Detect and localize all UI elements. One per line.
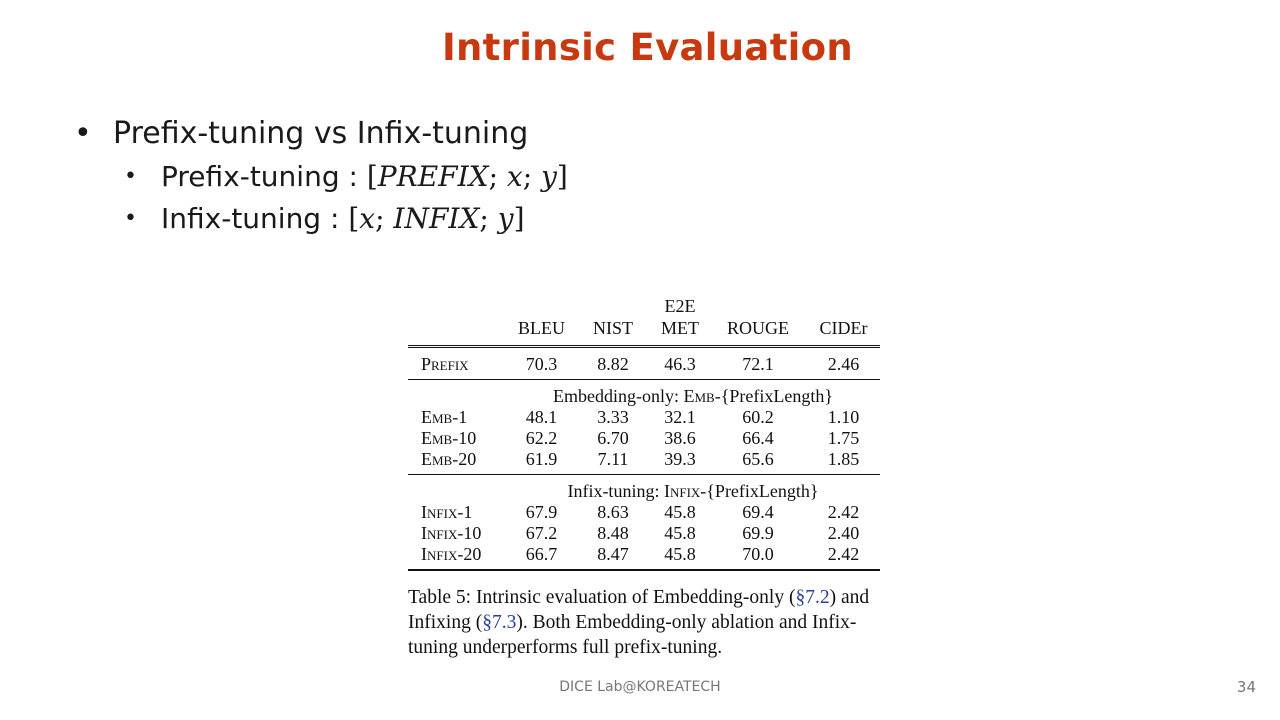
column-header: BLEU xyxy=(518,318,565,338)
table-cell: 65.6 xyxy=(742,449,774,469)
bullet-main-text: Prefix-tuning vs Infix-tuning xyxy=(113,116,529,151)
table-row: Emb-1 48.1 3.33 32.1 60.2 1.10 xyxy=(408,407,880,428)
slide-footer: DICE Lab@KOREATECH xyxy=(559,679,721,695)
section-reference-link[interactable]: §7.3 xyxy=(482,612,517,633)
bullet-prefix-label: Prefix-tuning : xyxy=(161,160,367,193)
row-label: Emb-20 xyxy=(421,449,477,469)
table-header-row: BLEU NIST MET ROUGE CIDEr xyxy=(408,317,880,339)
slide-title: Intrinsic Evaluation xyxy=(441,26,854,69)
table-cell: 32.1 xyxy=(664,407,696,427)
table-cell: 2.42 xyxy=(827,502,860,522)
table-cell: 2.46 xyxy=(827,354,860,374)
table-cell: 38.6 xyxy=(664,428,696,448)
bullet-infix: • Infix-tuning : [x; INFIX; y] xyxy=(74,198,568,240)
table-row: Infix-20 66.7 8.47 45.8 70.0 2.42 xyxy=(408,544,880,565)
formula-token: PREFIX xyxy=(377,160,489,193)
table-cell: 1.10 xyxy=(827,407,860,427)
table-cell: 69.4 xyxy=(742,502,774,522)
table-caption: Table 5: Intrinsic evaluation of Embeddi… xyxy=(408,587,870,658)
table-cell: 69.9 xyxy=(742,523,774,543)
prefix-formula: [PREFIX; x; y] xyxy=(366,160,568,193)
table-row: Infix-10 67.2 8.48 45.8 69.9 2.40 xyxy=(408,523,880,544)
table-cell: 70.3 xyxy=(525,354,558,374)
formula-token: x xyxy=(506,160,523,193)
row-label: Emb-1 xyxy=(421,407,468,427)
table-cell: 2.40 xyxy=(827,523,860,543)
table-cell: 8.82 xyxy=(597,354,629,374)
results-table: E2E BLEU NIST MET ROUGE CIDEr Prefix 70.… xyxy=(408,295,880,571)
table-cell: 67.9 xyxy=(525,502,558,522)
table-rule xyxy=(408,565,880,571)
formula-token: x xyxy=(359,202,376,235)
table-cell: 1.85 xyxy=(827,449,860,469)
table-row: Emb-10 62.2 6.70 38.6 66.4 1.75 xyxy=(408,428,880,449)
row-label: Infix-10 xyxy=(421,523,482,543)
table-cell: 8.48 xyxy=(597,523,629,543)
table-row: Infix-1 67.9 8.63 45.8 69.4 2.42 xyxy=(408,502,880,523)
column-header: NIST xyxy=(593,318,633,338)
table-cell: 62.2 xyxy=(525,428,558,448)
table-cell: 60.2 xyxy=(742,407,774,427)
table-cell: 6.70 xyxy=(597,428,629,448)
table-rule xyxy=(408,470,880,475)
bullet-prefix: • Prefix-tuning : [PREFIX; x; y] xyxy=(74,156,568,198)
column-header: MET xyxy=(661,318,699,338)
table-cell: 8.63 xyxy=(597,502,629,522)
table-cell: 1.75 xyxy=(827,428,860,448)
table-cell: 45.8 xyxy=(664,523,696,543)
table-cell: 70.0 xyxy=(742,544,774,564)
formula-token: y xyxy=(541,160,557,193)
formula-token: INFIX xyxy=(393,202,480,235)
section-title: Embedding-only: Emb-{PrefixLength} xyxy=(553,386,833,406)
table-row: Emb-20 61.9 7.11 39.3 65.6 1.85 xyxy=(408,449,880,470)
table-cell: 45.8 xyxy=(664,502,696,522)
table-rule xyxy=(408,339,880,348)
section-title-row: Infix-tuning: Infix-{PrefixLength} xyxy=(408,481,880,502)
table-cell: 46.3 xyxy=(664,354,696,374)
table-cell: 45.8 xyxy=(664,544,696,564)
table-group-header-row: E2E xyxy=(408,295,880,317)
table-row: Prefix 70.3 8.82 46.3 72.1 2.46 xyxy=(408,354,880,375)
results-table-figure: E2E BLEU NIST MET ROUGE CIDEr Prefix 70.… xyxy=(408,295,880,660)
table-cell: 2.42 xyxy=(827,544,860,564)
page-number: 34 xyxy=(1236,678,1256,696)
bullet-dot-icon: • xyxy=(124,164,137,189)
table-cell: 66.7 xyxy=(525,544,558,564)
column-header: ROUGE xyxy=(727,318,789,338)
table-cell: 8.47 xyxy=(597,544,629,564)
table-cell: 66.4 xyxy=(742,428,774,448)
table-cell: 48.1 xyxy=(525,407,558,427)
row-label: Infix-20 xyxy=(421,544,482,564)
group-header: E2E xyxy=(664,296,696,316)
row-label: Prefix xyxy=(421,354,469,374)
bullet-infix-label: Infix-tuning : xyxy=(161,202,349,235)
bullet-list: • Prefix-tuning vs Infix-tuning • Prefix… xyxy=(74,112,568,240)
table-cell: 67.2 xyxy=(525,523,558,543)
bullet-dot-icon: • xyxy=(74,116,92,151)
table-cell: 72.1 xyxy=(742,354,774,374)
bullet-main: • Prefix-tuning vs Infix-tuning xyxy=(74,112,568,156)
table-cell: 61.9 xyxy=(525,449,558,469)
table-cell: 39.3 xyxy=(664,449,696,469)
section-reference-link[interactable]: §7.2 xyxy=(795,587,830,608)
section-title-row: Embedding-only: Emb-{PrefixLength} xyxy=(408,386,880,407)
table-rule xyxy=(408,375,880,380)
table-cell: 7.11 xyxy=(597,449,629,469)
row-label: Emb-10 xyxy=(421,428,477,448)
row-label: Infix-1 xyxy=(421,502,473,522)
bullet-dot-icon: • xyxy=(124,206,137,231)
infix-formula: [x; INFIX; y] xyxy=(348,202,525,235)
table-cell: 3.33 xyxy=(597,407,629,427)
section-title: Infix-tuning: Infix-{PrefixLength} xyxy=(567,481,819,501)
formula-token: y xyxy=(497,202,514,235)
column-header: CIDEr xyxy=(819,318,868,338)
